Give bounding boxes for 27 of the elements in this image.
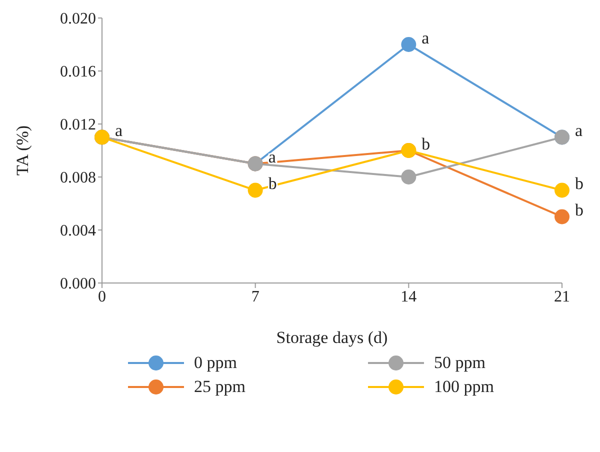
x-axis-title: Storage days (d) (276, 328, 388, 347)
x-tick-label: 21 (554, 288, 570, 306)
annotation: b (422, 134, 430, 154)
y-tick-label: 0.000 (60, 276, 96, 293)
y-tick-label: 0.008 (60, 170, 96, 187)
annotation: b (575, 200, 584, 220)
legend-label: 100 ppm (434, 377, 494, 397)
point (401, 37, 416, 52)
point (401, 170, 416, 184)
y-axis-title: TA (%) (13, 125, 32, 176)
legend-label: 25 ppm (194, 377, 246, 397)
y-tick-label: 0.020 (60, 10, 96, 28)
y-tick-label: 0.004 (60, 222, 96, 240)
x-tick-label: 14 (400, 288, 417, 306)
point (554, 182, 570, 198)
legend-label: 50 ppm (434, 353, 486, 373)
annotation: a (422, 28, 430, 48)
legend-label: 0 ppm (194, 353, 237, 373)
x-tick-label: 7 (251, 288, 260, 306)
y-tick-label: 0.012 (60, 116, 96, 134)
annotation: b (575, 174, 584, 194)
annotation: a (575, 121, 583, 140)
point (248, 182, 263, 198)
annotation: a (115, 121, 123, 140)
y-tick-label: 0.016 (60, 64, 96, 81)
x-tick-label: 0 (98, 288, 106, 306)
point (554, 209, 570, 224)
